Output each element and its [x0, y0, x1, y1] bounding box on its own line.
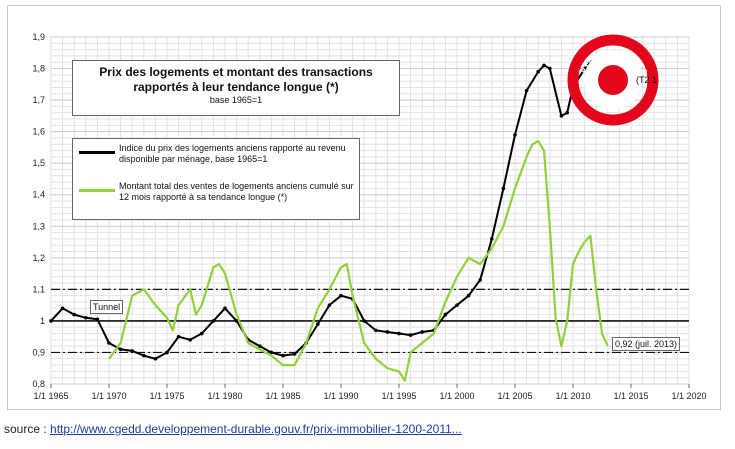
- data-point: [327, 303, 332, 307]
- axes: 0,8 0,9 1 1,1 1,2 1,3 1,4 1,5 1,6 1,7 1,8 1,9 1/1 19…: [32, 32, 706, 401]
- y-tick-label: 1,7: [32, 95, 45, 105]
- y-tick-label: 1,4: [32, 190, 45, 200]
- data-point: [269, 350, 274, 355]
- source-line: source : http://www.cgedd.developpement-…: [4, 422, 462, 436]
- you-are-here-badge: VOUS ÊTES ICI: [567, 34, 659, 126]
- y-tick-label: 1,2: [32, 253, 45, 263]
- legend: Indice du prix des logements anciens rap…: [72, 138, 360, 220]
- x-tick-label: 1/1 1995: [381, 391, 416, 401]
- data-point: [397, 331, 401, 336]
- data-point: [95, 317, 100, 322]
- data-point: [211, 319, 216, 323]
- legend-swatch-black: [79, 151, 115, 154]
- data-point: [258, 344, 262, 348]
- x-tick-label: 1/1 2015: [613, 391, 648, 401]
- data-point: [559, 114, 564, 118]
- x-tick-label: 1/1 2000: [439, 391, 474, 401]
- data-point: [107, 341, 111, 345]
- data-point: [501, 186, 506, 191]
- y-tick-label: 1,9: [32, 32, 45, 42]
- data-point: [223, 306, 227, 311]
- legend-item-transactions: Montant total des ventes de logements an…: [73, 181, 359, 209]
- data-point: [176, 334, 181, 339]
- data-point: [142, 353, 146, 358]
- chart-title: Prix des logements et montant des transa…: [99, 65, 373, 94]
- badge-dot: [598, 65, 628, 95]
- data-point: [130, 349, 134, 353]
- data-point: [84, 315, 88, 320]
- data-point: [188, 338, 192, 342]
- x-tick-label: 1/1 1990: [323, 391, 358, 401]
- data-point: [281, 353, 285, 358]
- data-point: [582, 66, 587, 71]
- chart-subtitle: base 1965=1: [209, 95, 263, 105]
- data-point: [542, 63, 546, 68]
- y-tick-label: 0,9: [32, 347, 45, 357]
- legend-label: Indice du prix des logements anciens rap…: [119, 143, 346, 164]
- y-tick-label: 1,1: [32, 284, 45, 294]
- x-tick-label: 1/1 1970: [91, 391, 126, 401]
- chart-title-box: Prix des logements et montant des transa…: [72, 60, 400, 116]
- data-point: [420, 330, 425, 334]
- data-point: [408, 333, 413, 337]
- series-line-transactions: [108, 140, 609, 382]
- annotation-latest-value: 0,92 (juil. 2013): [612, 337, 681, 351]
- x-tick-label: 1/1 1980: [207, 391, 242, 401]
- data-point: [565, 110, 569, 115]
- data-point: [466, 293, 471, 298]
- data-point: [524, 88, 529, 93]
- data-point: [316, 322, 320, 326]
- series-line-price-index: [50, 61, 603, 360]
- legend-item-price-index: Indice du prix des logements anciens rap…: [73, 143, 359, 171]
- data-point: [118, 347, 123, 352]
- data-point: [443, 312, 448, 317]
- data-point: [292, 352, 297, 356]
- data-point: [536, 69, 540, 74]
- y-tick-label: 1,8: [32, 64, 45, 74]
- data-point: [60, 306, 65, 311]
- badge-ring: [567, 34, 659, 126]
- data-point: [490, 237, 494, 241]
- data-point: [513, 132, 517, 137]
- data-point: [339, 293, 343, 298]
- y-tick-label: 1,5: [32, 158, 45, 168]
- legend-swatch-green: [79, 189, 115, 192]
- data-point: [234, 319, 239, 323]
- data-point: [153, 356, 158, 361]
- x-tick-label: 1/1 2020: [671, 391, 706, 401]
- data-point: [72, 312, 76, 317]
- data-point: [200, 331, 204, 336]
- data-point: [362, 319, 367, 323]
- x-tick-label: 1/1 2010: [555, 391, 590, 401]
- annotation-tunnel: Tunnel: [90, 300, 124, 314]
- y-tick-label: 1: [40, 316, 45, 326]
- data-point: [385, 330, 390, 334]
- data-point: [455, 303, 459, 307]
- y-tick-label: 1,6: [32, 127, 45, 137]
- source-link[interactable]: http://www.cgedd.developpement-durable.g…: [50, 422, 462, 436]
- source-label: source :: [4, 422, 51, 436]
- x-tick-label: 1/1 1975: [149, 391, 184, 401]
- data-point: [374, 328, 378, 333]
- data-point: [478, 278, 483, 282]
- data-point: [548, 66, 552, 71]
- legend-label: Montant total des ventes de logements an…: [119, 181, 354, 202]
- x-tick-label: 1/1 1985: [265, 391, 300, 401]
- data-point: [49, 319, 53, 323]
- x-tick-label: 1/1 1965: [33, 391, 68, 401]
- annotation-t2: (T2 1: [636, 75, 658, 85]
- y-tick-label: 1,3: [32, 221, 45, 231]
- data-point: [165, 350, 169, 355]
- x-tick-label: 1/1 2005: [497, 391, 532, 401]
- y-tick-label: 0,8: [32, 379, 45, 389]
